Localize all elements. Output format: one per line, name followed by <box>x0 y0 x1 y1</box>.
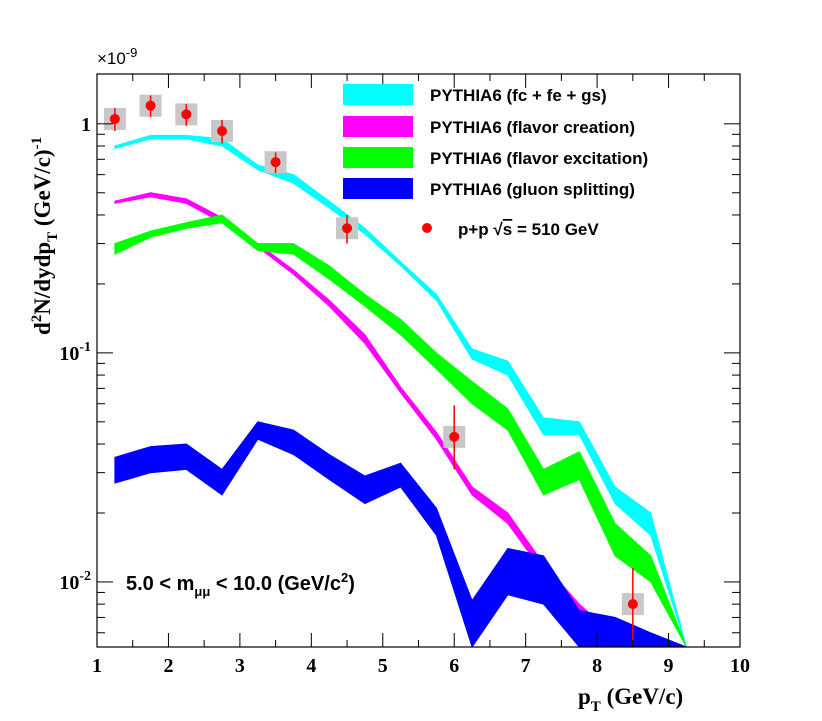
y-tick-label: 10-1 <box>59 340 91 365</box>
x-tick-label: 7 <box>521 655 531 677</box>
y-tick-base: 1 <box>81 114 91 136</box>
x-tick-label: 9 <box>664 655 674 677</box>
y-tick-label: 1 <box>81 114 91 136</box>
x-tick-label: 6 <box>449 655 459 677</box>
x-axis-title: pT (GeV/c) <box>578 684 683 715</box>
legend-swatch-total <box>343 84 413 105</box>
mass-range-annotation: 5.0 < mμμ < 10.0 (GeV/c2) <box>126 570 355 599</box>
model-bands <box>114 134 687 647</box>
sqrt-symbol: √ <box>489 220 504 239</box>
x-tick-label: 1 <box>92 655 102 677</box>
legend-label-flavor-creation: PYTHIA6 (flavor creation) <box>430 118 635 137</box>
x-tick-label: 2 <box>163 655 173 677</box>
band-flavor-creation <box>114 192 687 647</box>
data-point <box>270 157 281 168</box>
data-point <box>217 126 228 137</box>
data-point <box>145 100 156 111</box>
y-axis-title: d2N/dydpT (GeV/c)-1 <box>29 137 61 335</box>
band-total <box>114 134 687 647</box>
data-point <box>627 599 638 610</box>
y-tick-exponent: -1 <box>79 340 91 355</box>
legend-label-gluon-splitting: PYTHIA6 (gluon splitting) <box>430 180 635 199</box>
y-tick-base: 10 <box>59 572 79 594</box>
data-point <box>449 431 460 442</box>
legend-swatch-flavor-creation <box>343 116 413 137</box>
x-tick-label: 3 <box>235 655 245 677</box>
x-tick-label: 8 <box>592 655 602 677</box>
data-point <box>109 113 120 124</box>
legend-swatch-flavor-excitation <box>343 147 413 168</box>
data-point <box>342 223 353 234</box>
band-gluon-splitting <box>114 421 687 647</box>
data-points <box>103 94 644 646</box>
legend-label-flavor-excitation: PYTHIA6 (flavor excitation) <box>430 149 648 168</box>
y-tick-label: 10-2 <box>59 569 91 594</box>
x-tick-label: 5 <box>378 655 388 677</box>
legend: PYTHIA6 (fc + fe + gs) PYTHIA6 (flavor c… <box>343 84 648 239</box>
exponent-power: -9 <box>126 45 138 60</box>
legend-label-total: PYTHIA6 (fc + fe + gs) <box>430 86 607 105</box>
x-tick-label: 10 <box>730 655 750 677</box>
y-tick-base: 10 <box>59 343 79 365</box>
data-point <box>181 109 192 120</box>
legend-marker-data <box>422 223 432 233</box>
x-tick-label: 4 <box>306 655 316 677</box>
y-exponent-label: ×10-9 <box>97 45 137 68</box>
legend-label-data: p+p √s = 510 GeV <box>458 220 599 239</box>
exponent-prefix: ×10 <box>97 49 126 68</box>
legend-swatch-gluon-splitting <box>343 178 413 199</box>
band-flavor-excitation <box>114 214 687 647</box>
y-tick-exponent: -2 <box>79 569 91 584</box>
